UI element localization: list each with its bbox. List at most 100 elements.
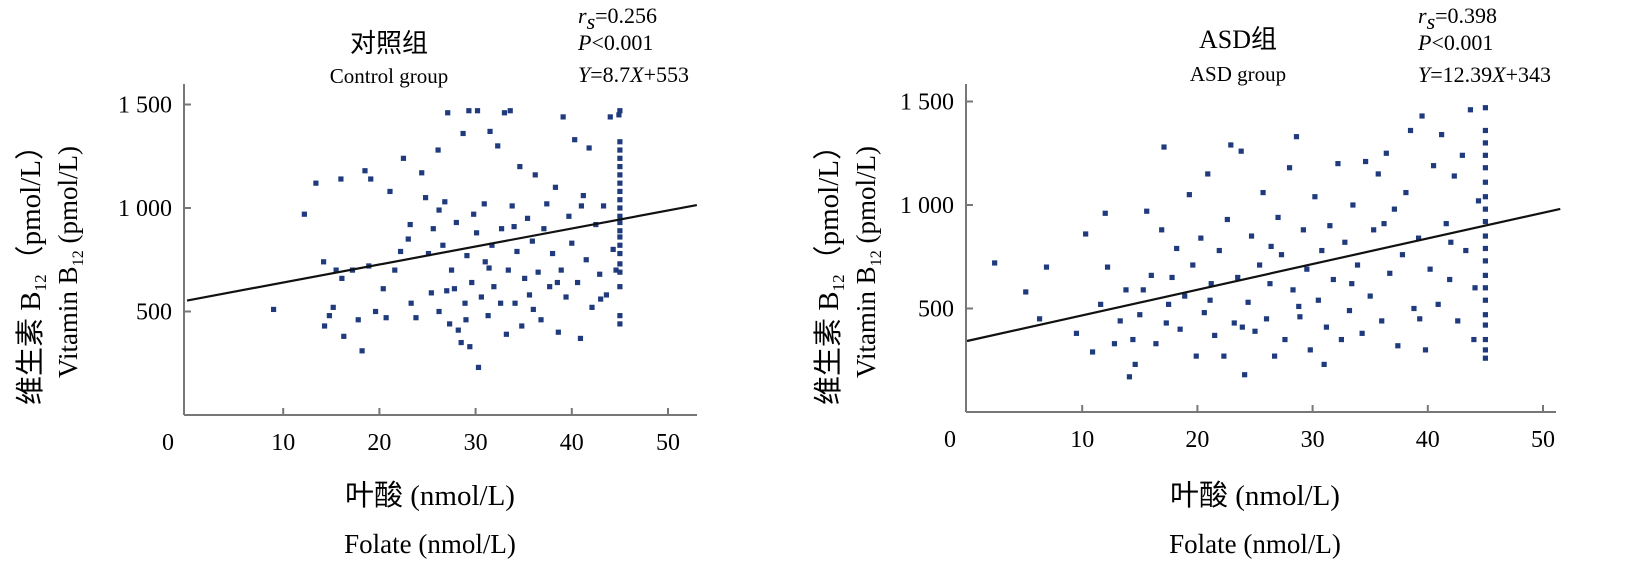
- panel-asd-ylabel-en-sub: 12: [868, 250, 885, 266]
- panel-asd-point: [1153, 341, 1159, 347]
- panel-control-point: [566, 213, 572, 219]
- panel-control-point: [617, 213, 623, 219]
- panel-asd-point: [1296, 303, 1302, 310]
- panel-asd-point: [1482, 285, 1488, 291]
- panel-control-point: [530, 306, 536, 313]
- panel-asd-point: [1475, 198, 1482, 204]
- panel-asd-point: [1275, 214, 1281, 221]
- panel-control-point: [617, 269, 623, 275]
- panel-asd-point: [1169, 274, 1175, 281]
- panel-asd-point: [1354, 262, 1361, 268]
- panel-asd-p: P<0.001: [1417, 30, 1493, 55]
- panel-asd-point: [1482, 245, 1488, 252]
- panel-control-point: [503, 331, 509, 337]
- panel-control-point: [445, 110, 451, 116]
- panel-asd-point: [1267, 281, 1273, 287]
- panel-asd-point: [1297, 314, 1303, 320]
- panel-control-point: [617, 234, 623, 240]
- panel-asd-point: [1130, 336, 1136, 343]
- panel-control-point: [617, 313, 623, 319]
- panel-control-point: [532, 172, 538, 178]
- panel-asd-point: [1242, 372, 1248, 378]
- panel-asd-point: [1395, 343, 1401, 349]
- panel-asd-point: [1212, 332, 1218, 339]
- panel-asd-regression-line: [966, 207, 1561, 343]
- panel-control-point: [481, 201, 487, 207]
- panel-control-point: [598, 296, 604, 302]
- panel-control-point: [422, 195, 429, 201]
- panel-asd-point: [1335, 161, 1341, 167]
- panel-asd-x-tick-label: 30: [1301, 427, 1325, 453]
- panel-asd-point: [1482, 312, 1488, 318]
- panel-asd-point: [1123, 287, 1129, 293]
- panel-asd-point: [1482, 258, 1488, 264]
- panel-asd-point: [1177, 326, 1183, 332]
- panel-asd-point: [1327, 223, 1333, 229]
- panel-asd-point: [1467, 107, 1474, 113]
- panel-asd-point: [1459, 152, 1465, 158]
- panel-asd-point: [1126, 374, 1133, 380]
- panel-control-point: [617, 228, 623, 234]
- panel-asd-point: [1224, 216, 1230, 223]
- panel-asd-point: [1419, 113, 1425, 119]
- panel-control-point: [597, 271, 603, 277]
- panel-control-point: [380, 286, 386, 292]
- panel-control-point: [463, 317, 469, 323]
- panel-asd-point: [1290, 287, 1296, 293]
- panel-asd-point: [1447, 276, 1453, 283]
- panel-asd-point: [1399, 252, 1406, 258]
- panel-control-point: [453, 219, 459, 226]
- panel-asd-point: [1144, 208, 1150, 214]
- panel-asd-point: [1286, 165, 1293, 171]
- panel-control-point: [589, 304, 595, 310]
- panel-control-point: [617, 321, 623, 327]
- panel-asd-rs-sub: s: [1427, 9, 1436, 34]
- panel-control-point: [464, 253, 470, 259]
- panel-control-point: [529, 238, 535, 244]
- panel-control-point: [436, 207, 442, 213]
- panel-asd-rs-value: =0.398: [1435, 3, 1497, 28]
- panel-asd-point: [1043, 264, 1050, 270]
- panel-asd-title-en: ASD group: [1190, 62, 1286, 86]
- panel-control-point: [509, 203, 515, 209]
- panel-control-point: [501, 110, 508, 116]
- panel-control-point: [339, 275, 345, 281]
- panel-control-point: [577, 335, 584, 342]
- panel-asd-point: [992, 260, 998, 266]
- panel-control-p-symbol: P: [577, 30, 591, 55]
- panel-control-point: [338, 176, 344, 182]
- panel-control-point: [383, 315, 389, 321]
- panel-asd-point: [1271, 353, 1278, 359]
- panel-asd-p-value: <0.001: [1431, 30, 1493, 55]
- panel-asd-point: [1216, 247, 1222, 254]
- panel-control-point: [460, 130, 466, 137]
- panel-asd-point: [1482, 347, 1488, 353]
- panel-asd-point: [1482, 355, 1488, 361]
- panel-asd-point: [1207, 297, 1213, 303]
- panel-control-point: [491, 284, 497, 290]
- panel-asd-xlabel-en: Folate (nmol/L): [1169, 529, 1341, 559]
- panel-asd-point: [1367, 293, 1373, 299]
- panel-control-point: [440, 242, 446, 248]
- panel-asd-x-tick-label: 50: [1531, 427, 1555, 453]
- panel-control-eq-x: X: [629, 62, 645, 87]
- panel-asd-point: [1163, 320, 1169, 326]
- panel-asd-point: [1381, 221, 1387, 227]
- panel-control-point: [326, 313, 332, 319]
- panel-control-point: [495, 143, 501, 149]
- panel-control-point: [514, 248, 520, 255]
- panel-control-point: [617, 108, 623, 114]
- panel-asd-point: [1439, 132, 1445, 138]
- panel-asd-point: [1186, 192, 1192, 198]
- panel-control-point: [355, 317, 361, 323]
- panel-control-title-en: Control group: [330, 64, 448, 88]
- panel-control-point: [607, 114, 613, 120]
- panel-control-point: [397, 248, 404, 255]
- panel-asd-point: [1471, 336, 1477, 343]
- panel-control-point: [425, 250, 432, 257]
- panel-asd-point: [1482, 127, 1488, 134]
- panel-asd-ylabel-cn: 维生素 B12（pmol/L）: [812, 131, 848, 405]
- panel-control-title-cn: 对照组: [350, 29, 428, 58]
- panel-control-point: [333, 267, 339, 273]
- panel-asd-ylabel-en-main: Vitamin B: [851, 266, 881, 378]
